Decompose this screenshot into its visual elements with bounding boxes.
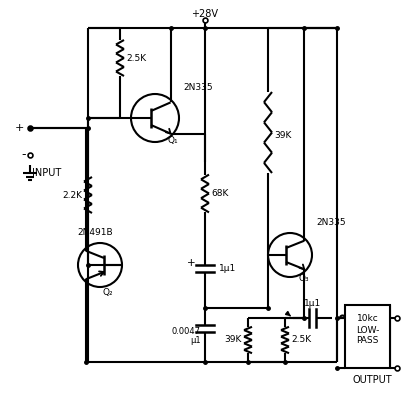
Text: +: +	[14, 123, 24, 133]
Text: 1μ1: 1μ1	[303, 300, 320, 308]
Text: -: -	[21, 148, 26, 162]
Text: LOW-: LOW-	[355, 326, 378, 336]
Text: 2.2K: 2.2K	[62, 190, 82, 200]
Text: Q₁: Q₁	[167, 136, 178, 144]
Text: 10kc: 10kc	[356, 314, 377, 324]
Text: Q₂: Q₂	[102, 288, 113, 298]
Text: 2.5K: 2.5K	[126, 53, 146, 63]
Text: 68K: 68K	[211, 189, 228, 198]
Text: μ1: μ1	[190, 336, 200, 346]
Text: +28V: +28V	[191, 9, 218, 19]
Text: 0.0047: 0.0047	[172, 328, 200, 336]
Text: 2N335: 2N335	[315, 219, 345, 227]
Text: Q₃: Q₃	[298, 275, 308, 284]
Text: OUTPUT: OUTPUT	[352, 375, 391, 385]
Text: 39K: 39K	[224, 336, 241, 344]
Text: +: +	[186, 259, 195, 269]
Text: 2.5K: 2.5K	[290, 336, 310, 344]
FancyBboxPatch shape	[344, 305, 389, 368]
Text: 1μ1: 1μ1	[219, 265, 236, 273]
Text: 2N491B: 2N491B	[77, 229, 113, 237]
Text: INPUT: INPUT	[32, 168, 61, 178]
Text: PASS: PASS	[355, 336, 378, 346]
Text: 39K: 39K	[273, 130, 291, 140]
Text: 2N335: 2N335	[182, 83, 212, 93]
